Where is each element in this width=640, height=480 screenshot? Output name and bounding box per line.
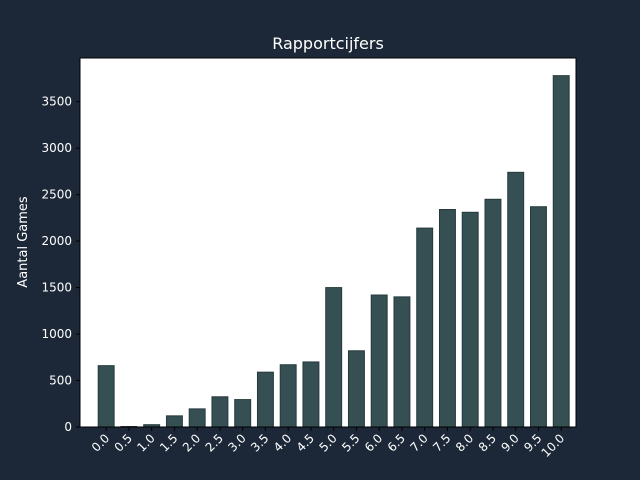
x-tick-label: 0.0 <box>89 431 112 454</box>
bar-6.0 <box>370 294 388 428</box>
y-tick-label: 1500 <box>41 281 72 295</box>
bar-3.0 <box>234 399 252 428</box>
plot-frame <box>79 57 577 428</box>
x-tick-label: 7.0 <box>407 431 430 454</box>
bar-2.0 <box>188 408 206 428</box>
bar-7.5 <box>438 209 456 428</box>
y-tick-label: 2500 <box>41 188 72 202</box>
bar-9.5 <box>530 206 547 428</box>
x-tick-label: 5.5 <box>339 431 362 454</box>
y-tick-label: 1000 <box>41 327 72 341</box>
x-tick-label: 6.5 <box>385 431 408 454</box>
bar-2.5 <box>211 396 229 428</box>
x-tick-label: 6.0 <box>362 431 385 454</box>
y-tick-label: 2000 <box>41 234 72 248</box>
y-tick-label: 3000 <box>41 141 72 155</box>
x-tick-label: 4.0 <box>271 431 294 454</box>
bar-4.0 <box>279 364 297 428</box>
chart-title: Rapportcijfers <box>272 34 384 53</box>
x-tick-label: 10.0 <box>539 431 568 460</box>
x-tick-label: 9.0 <box>498 431 521 454</box>
bar-9.0 <box>507 171 525 428</box>
y-axis: 0 500 1000 1500 2000 2500 3000 3500 <box>41 95 80 434</box>
bar-7.0 <box>416 227 434 428</box>
x-tick-label: 0.5 <box>112 431 135 454</box>
x-tick-label: 7.5 <box>430 431 453 454</box>
x-tick-label: 5.0 <box>316 431 339 454</box>
x-axis: 0.0 0.5 1.0 1.5 2.0 2.5 3.0 3.5 4.0 4.5 5.0 5.5 6.0 6… <box>89 427 567 460</box>
bar-8.0 <box>461 211 479 428</box>
bar-5.5 <box>347 350 365 428</box>
x-tick-label: 8.0 <box>453 431 476 454</box>
bar-1.5 <box>165 415 183 428</box>
x-tick-label: 8.5 <box>476 431 499 454</box>
x-tick-label: 1.0 <box>134 431 157 454</box>
x-tick-label: 3.0 <box>225 431 248 454</box>
x-tick-label: 3.5 <box>248 431 271 454</box>
bar-5.0 <box>325 287 343 428</box>
bar-8.5 <box>484 198 502 428</box>
bar-3.5 <box>256 371 274 428</box>
y-tick-label: 0 <box>64 420 72 434</box>
bar-10.0 <box>552 75 570 428</box>
bar-4.5 <box>302 361 320 428</box>
y-tick-label: 500 <box>49 374 72 388</box>
bar-0.0 <box>97 365 115 428</box>
x-tick-label: 2.0 <box>180 431 203 454</box>
x-tick-label: 1.5 <box>157 431 180 454</box>
x-tick-label: 4.5 <box>294 431 317 454</box>
x-tick-label: 2.5 <box>203 431 226 454</box>
y-tick-label: 3500 <box>41 95 72 109</box>
bar-6.5 <box>393 296 411 428</box>
y-axis-label: Aantal Games <box>16 196 31 288</box>
